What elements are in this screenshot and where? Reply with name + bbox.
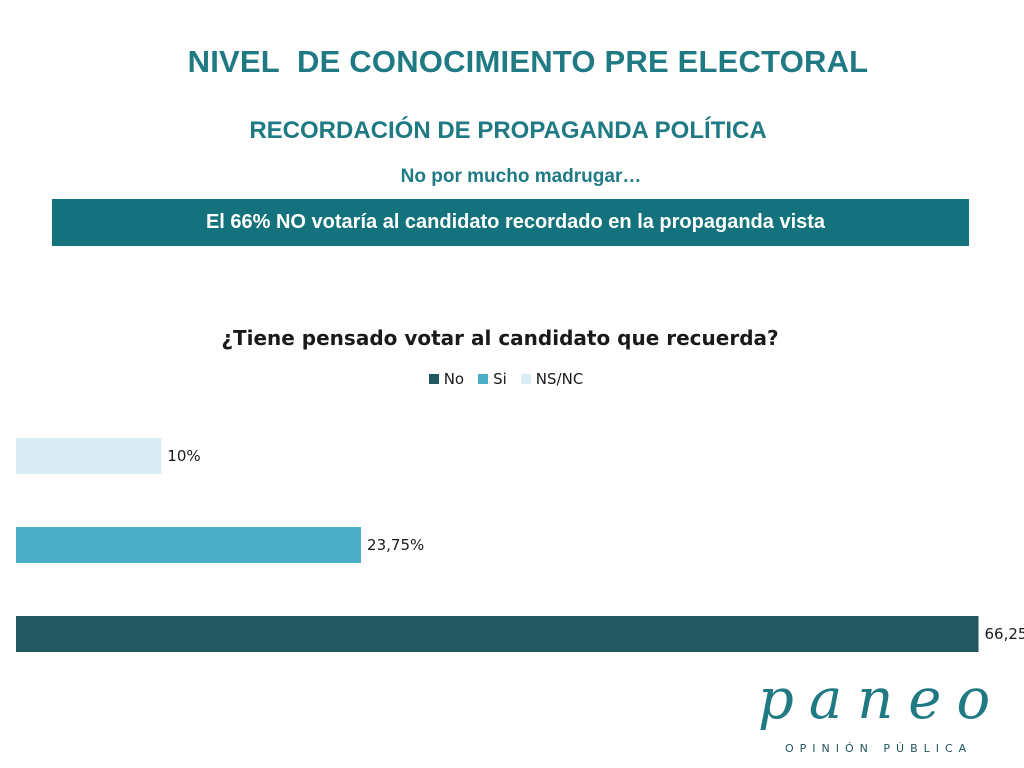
- bar-nsnc: [16, 438, 162, 474]
- legend-item-si: Si: [478, 370, 507, 388]
- bar-chart: 10% 23,75% 66,25%: [16, 438, 1024, 652]
- legend-label-nsnc: NS/NC: [535, 370, 584, 388]
- bar-label-si: 23,75%: [367, 536, 424, 554]
- page-subtitle: RECORDACIÓN DE PROPAGANDA POLÍTICA: [249, 117, 767, 144]
- legend-label-si: Si: [493, 370, 507, 388]
- banner-text: El 66% NO votaría al candidato recordado…: [205, 211, 826, 233]
- legend-swatch-no: [428, 374, 439, 384]
- chart-title: ¿Tiene pensado votar al candidato que re…: [221, 326, 779, 350]
- legend-label-no: No: [443, 370, 465, 388]
- legend-swatch-si: [478, 374, 489, 384]
- legend-item-no: No: [428, 370, 465, 388]
- paneo-logo: paneo: [758, 667, 1006, 732]
- page-title: NIVEL DE CONOCIMIENTO PRE ELECTORAL: [187, 44, 869, 79]
- bar-no: [16, 616, 979, 652]
- bar-label-nsnc: 10%: [167, 447, 200, 465]
- chart-legend: No Si NS/NC: [0, 370, 1012, 388]
- legend-item-nsnc: NS/NC: [520, 370, 584, 388]
- bar-label-no: 66,25%: [985, 625, 1024, 643]
- key-finding-banner: El 66% NO votaría al candidato recordado…: [52, 199, 969, 246]
- bar-si: [16, 527, 362, 563]
- page-tagline: No por mucho madrugar…: [400, 166, 642, 187]
- legend-swatch-nsnc: [520, 374, 531, 384]
- logo-tagline: OPINIÓN PÚBLICA: [785, 742, 973, 755]
